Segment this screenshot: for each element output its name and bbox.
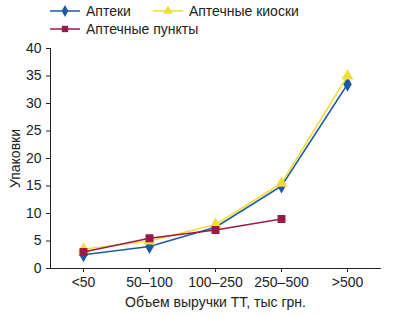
html-text:Аптечные пункты: Аптечные пункты <box>86 21 199 37</box>
svg-text:5: 5 <box>34 232 42 248</box>
svg-text:40: 40 <box>26 40 42 56</box>
svg-text:20: 20 <box>26 150 42 166</box>
svg-text:250–500: 250–500 <box>254 274 309 290</box>
html-text:Аптеки: Аптеки <box>86 3 131 19</box>
svg-text:0: 0 <box>34 260 42 276</box>
svg-text:100–250: 100–250 <box>188 274 243 290</box>
svg-text:30: 30 <box>26 95 42 111</box>
svg-text:25: 25 <box>26 122 42 138</box>
svg-text:<50: <50 <box>72 274 96 290</box>
svg-text:50–100: 50–100 <box>126 274 173 290</box>
svg-text:15: 15 <box>26 177 42 193</box>
svg-text:Упаковки: Упаковки <box>7 129 23 188</box>
svg-text:>500: >500 <box>332 274 364 290</box>
html-text:Аптечные киоски: Аптечные киоски <box>188 3 299 19</box>
svg-text:Объем выручки ТТ, тыс грн.: Объем выручки ТТ, тыс грн. <box>125 294 306 310</box>
svg-text:35: 35 <box>26 67 42 83</box>
svg-text:10: 10 <box>26 205 42 221</box>
